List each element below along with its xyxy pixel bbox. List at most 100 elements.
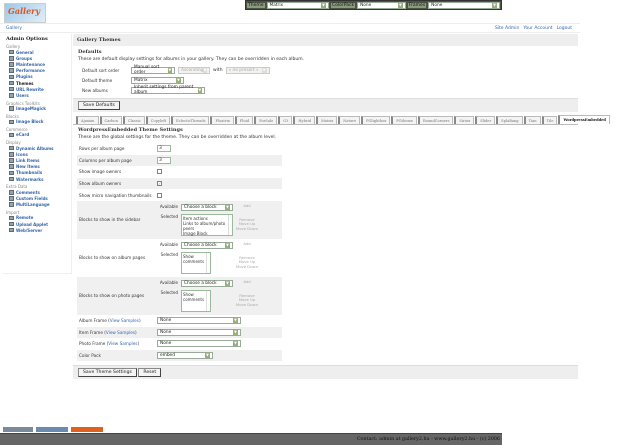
sidebar-item-upload-applet[interactable]: Upload Applet	[6, 221, 68, 227]
sidebar-item-remote[interactable]: Remote	[6, 215, 68, 221]
selected-block-item[interactable]: Show comments	[183, 253, 205, 264]
sort-order-select[interactable]: Manual sort order ▼	[131, 65, 175, 75]
show-album-owners-checkbox[interactable]: ✓	[157, 181, 162, 187]
logout-link[interactable]: Logout	[556, 26, 572, 31]
tab-forsale[interactable]: ForSale	[254, 116, 278, 124]
tab-fluid[interactable]: Fluid	[234, 116, 254, 124]
tab-slider[interactable]: Slider	[475, 116, 496, 124]
frames-select[interactable]: None ▼	[428, 1, 500, 9]
tab-nature[interactable]: Nature	[338, 116, 361, 124]
move-down-button[interactable]: Move Down	[235, 301, 259, 307]
sidebar-item-plugins[interactable]: Plugins	[6, 74, 68, 80]
item-frame-view-samples-link[interactable]: View Samples	[105, 329, 136, 335]
show-image-owners-checkbox[interactable]	[157, 169, 162, 175]
selected-block-item[interactable]: Image Block	[183, 230, 208, 236]
selected-blocks-list[interactable]: Show comments	[181, 251, 211, 274]
gallery-logo[interactable]: Gallery	[4, 3, 46, 23]
firefox-badge[interactable]	[36, 427, 68, 432]
sidebar-item-link-items[interactable]: Link Items	[6, 157, 68, 163]
album-frame-view-samples-link[interactable]: View Samples	[109, 318, 139, 324]
sidebar-item-thumbnails[interactable]: Thumbnails	[6, 170, 68, 176]
sort-direction-select[interactable]: Ascending ▼	[178, 66, 210, 74]
tab-classic[interactable]: Classic	[122, 116, 145, 124]
selected-block-item[interactable]: Item actions	[183, 215, 208, 221]
tab-matrix[interactable]: Matrix	[316, 116, 338, 124]
columns-per-page-input[interactable]: 3	[157, 156, 171, 164]
save-defaults-button[interactable]: Save Defaults	[78, 101, 120, 110]
move-down-button[interactable]: Move Down	[235, 225, 259, 231]
tab-carbon[interactable]: Carbon	[99, 116, 122, 124]
sidebar-item-general[interactable]: General	[6, 49, 68, 55]
sidebar-item-imagemagick[interactable]: ImageMagick	[6, 106, 68, 112]
tab-siriux[interactable]: Siriux	[454, 116, 475, 124]
site-admin-link[interactable]: Site Admin	[494, 26, 520, 31]
sidebar-item-custom-fields[interactable]: Custom Fields	[6, 195, 68, 201]
scrollbar[interactable]	[206, 252, 210, 273]
tab-ajaxian[interactable]: Ajaxian	[76, 116, 99, 124]
album-frame-select[interactable]: None ▼	[157, 317, 241, 325]
tab-wordpressembedded[interactable]: WordpressEmbedded	[558, 115, 610, 124]
sidebar-item-users[interactable]: Users	[6, 92, 68, 98]
add-block-button[interactable]: Add	[243, 202, 251, 208]
your-account-link[interactable]: Your Account	[523, 26, 553, 31]
sidebar-item-image-block[interactable]: Image Block	[6, 119, 68, 125]
selected-blocks-list[interactable]: Item actions Links to album/photo peers Im…	[181, 213, 233, 236]
selected-blocks-list[interactable]: Show comments	[181, 289, 211, 312]
selected-block-item[interactable]: Show comments	[183, 291, 205, 302]
tab-tile[interactable]: Tile	[541, 116, 558, 124]
selected-block-item[interactable]: Links to album/photo peers	[183, 220, 226, 231]
remove-block-button[interactable]: Remove	[239, 292, 255, 298]
move-up-button[interactable]: Move Up	[238, 221, 256, 227]
breadcrumb-gallery-link[interactable]: Gallery	[6, 26, 23, 31]
add-block-button[interactable]: Add	[243, 240, 251, 246]
xhtml-badge[interactable]	[3, 427, 33, 432]
default-theme-select[interactable]: Matrix ▼	[131, 76, 184, 84]
sidebar-item-watermarks[interactable]: Watermarks	[6, 176, 68, 182]
sidebar-item-maintenance[interactable]: Maintenance	[6, 61, 68, 67]
sidebar-item-groups[interactable]: Groups	[6, 55, 68, 61]
gallery-badge[interactable]	[71, 427, 103, 432]
theme-select[interactable]: Matrix ▼	[266, 1, 329, 9]
sidebar-item-url-rewrite[interactable]: URL Rewrite	[6, 86, 68, 92]
tab-pglightbox[interactable]: PGlightbox	[361, 116, 391, 124]
remove-block-button[interactable]: Remove	[239, 216, 255, 222]
sidebar-item-web-server[interactable]: Web/Server	[6, 227, 68, 233]
sidebar-item-new-items[interactable]: New Items	[6, 164, 68, 170]
tab-splabang[interactable]: SplaBang	[496, 116, 523, 124]
add-block-button[interactable]: Add	[243, 278, 251, 284]
sidebar-item-ecard[interactable]: eCard	[6, 132, 68, 138]
presort-select[interactable]: « no presort » ▼	[225, 66, 270, 74]
remove-block-button[interactable]: Remove	[239, 254, 255, 260]
move-up-button[interactable]: Move Up	[238, 259, 256, 265]
move-up-button[interactable]: Move Up	[238, 297, 256, 303]
save-theme-settings-button[interactable]: Save Theme Settings	[78, 368, 137, 378]
reset-button[interactable]: Reset	[138, 368, 162, 378]
tab-pgtheme[interactable]: PGtheme	[391, 116, 417, 124]
sidebar-item-icons[interactable]: Icons	[6, 151, 68, 157]
sidebar-item-comments[interactable]: Comments	[6, 189, 68, 195]
item-frame-select[interactable]: None ▼	[157, 328, 241, 336]
sidebar-item-multilanguage[interactable]: MultiLanguage	[6, 202, 68, 208]
sidebar-item-performance[interactable]: Performance	[6, 68, 68, 74]
move-down-button[interactable]: Move Down	[235, 263, 259, 269]
photo-frame-view-samples-link[interactable]: View Samples	[108, 341, 138, 347]
scrollbar[interactable]	[228, 214, 232, 235]
tab-floatrix[interactable]: Floatrix	[210, 116, 234, 124]
tab-eclecticthreads[interactable]: EclecticThreads	[171, 116, 210, 124]
photo-frame-select[interactable]: None ▼	[157, 340, 241, 348]
tab-roundcorners[interactable]: RoundCorners	[417, 116, 454, 124]
colorpack-select[interactable]: None ▼	[357, 1, 406, 9]
tab-copyleft[interactable]: Copyleft	[145, 116, 171, 124]
tab-g3[interactable]: G3	[278, 116, 293, 124]
available-blocks-select[interactable]: Choose a block ▼	[181, 241, 233, 249]
show-micro-nav-checkbox[interactable]	[157, 192, 162, 198]
color-pack-select[interactable]: embed ▼	[157, 352, 213, 360]
tab-hybrid[interactable]: Hybrid	[293, 116, 316, 124]
scrollbar[interactable]	[206, 290, 210, 311]
rows-per-page-input[interactable]: 3	[157, 145, 171, 153]
tab-tian[interactable]: Tian	[523, 116, 541, 124]
sidebar-item-themes[interactable]: Themes	[6, 80, 68, 86]
new-albums-select[interactable]: Inherit settings from parent album ▼	[131, 85, 205, 95]
available-blocks-select[interactable]: Choose a block ▼	[181, 279, 233, 287]
sidebar-item-dynamic-albums[interactable]: Dynamic Albums	[6, 145, 68, 151]
